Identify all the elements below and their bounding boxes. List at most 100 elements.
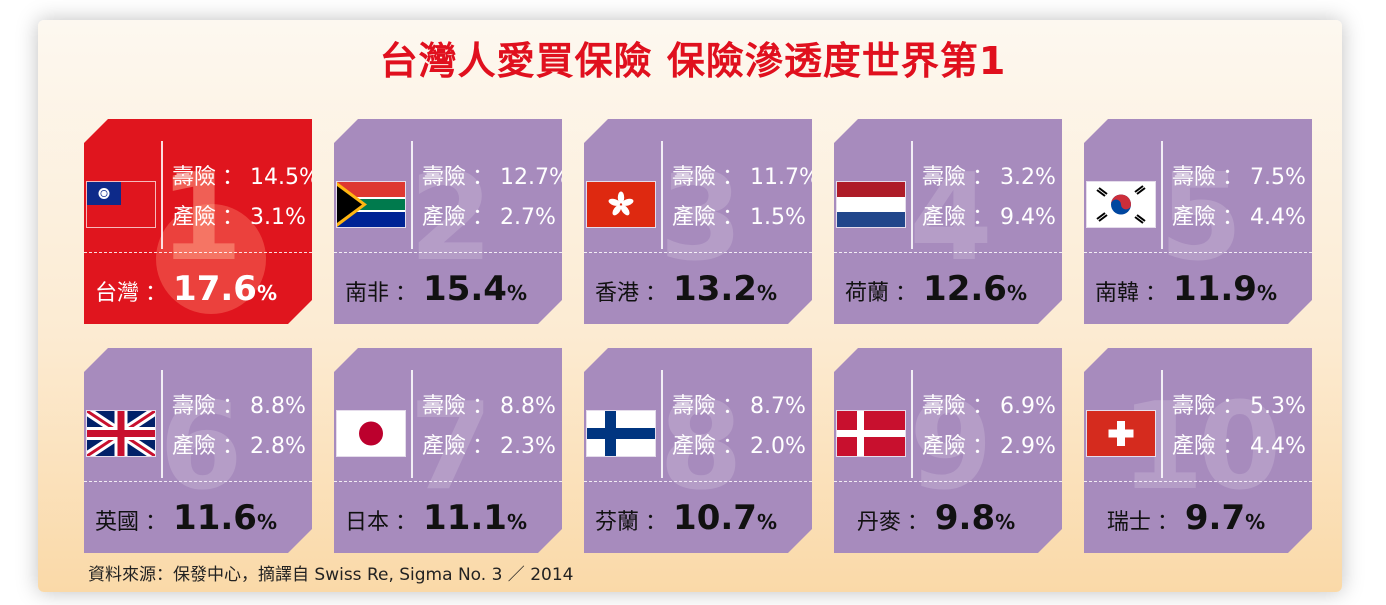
property-label: 產險 xyxy=(922,434,967,459)
divider-dashed xyxy=(834,481,1062,482)
percent-sign: % xyxy=(506,281,527,305)
property-insurance-line: 產險： 4.4% xyxy=(1172,199,1306,231)
life-insurance-line: 壽險： 8.8% xyxy=(172,388,306,420)
life-label: 壽險 xyxy=(422,394,467,419)
life-value: 7.5% xyxy=(1250,165,1306,190)
colon: ： xyxy=(722,205,745,230)
country-card: 1 壽險： 14.5% 產險： 3.1% 台灣： 17.6% xyxy=(84,119,312,324)
source-note: 資料來源：保發中心，摘譯自 Swiss Re, Sigma No. 3 ／ 20… xyxy=(88,565,574,585)
colon: ： xyxy=(472,394,495,419)
colon: ： xyxy=(722,165,745,190)
life-value: 8.8% xyxy=(500,394,556,419)
percent-sign: % xyxy=(995,510,1016,534)
total-line: 荷蘭： 12.6% xyxy=(834,269,1038,309)
total-line: 香港： 13.2% xyxy=(584,269,788,309)
colon: ： xyxy=(472,205,495,230)
life-label: 壽險 xyxy=(172,165,217,190)
total-line: 丹麥： 9.8% xyxy=(834,498,1038,538)
hong-kong-flag-icon xyxy=(586,181,656,228)
colon: ： xyxy=(972,434,995,459)
country-name: 荷蘭 xyxy=(845,281,890,306)
total-line: 南非： 15.4% xyxy=(334,269,538,309)
total-line: 芬蘭： 10.7% xyxy=(584,498,788,538)
life-value: 11.7% xyxy=(750,165,820,190)
colon: ： xyxy=(645,510,668,535)
divider-dashed xyxy=(1084,481,1312,482)
life-label: 壽險 xyxy=(922,394,967,419)
country-card: 9 壽險： 6.9% 產險： 2.9% 丹麥： 9.8% xyxy=(834,348,1062,553)
country-name: 南非 xyxy=(345,281,390,306)
life-label: 壽險 xyxy=(922,165,967,190)
total-line: 英國： 11.6% xyxy=(84,498,288,538)
total-line: 台灣： 17.6% xyxy=(84,269,288,309)
total-value: 15.4 xyxy=(423,269,507,309)
life-insurance-line: 壽險： 5.3% xyxy=(1172,388,1306,420)
colon: ： xyxy=(1145,281,1168,306)
life-insurance-line: 壽險： 3.2% xyxy=(922,159,1056,191)
property-label: 產險 xyxy=(422,434,467,459)
colon: ： xyxy=(1222,205,1245,230)
colon: ： xyxy=(1222,394,1245,419)
life-insurance-line: 壽險： 12.7% xyxy=(422,159,570,191)
life-value: 6.9% xyxy=(1000,394,1056,419)
country-card: 7 壽險： 8.8% 產險： 2.3% 日本： 11.1% xyxy=(334,348,562,553)
colon: ： xyxy=(222,205,245,230)
rank-number: 8 xyxy=(659,378,737,517)
life-insurance-line: 壽險： 14.5% xyxy=(172,159,320,191)
colon: ： xyxy=(1222,165,1245,190)
country-card: 8 壽險： 8.7% 產險： 2.0% 芬蘭： 10.7% xyxy=(584,348,812,553)
property-value: 2.7% xyxy=(500,205,556,230)
percent-sign: % xyxy=(756,281,777,305)
divider-dashed xyxy=(334,252,562,253)
colon: ： xyxy=(722,394,745,419)
total-line: 南韓： 11.9% xyxy=(1084,269,1288,309)
life-value: 8.8% xyxy=(250,394,306,419)
colon: ： xyxy=(222,165,245,190)
life-insurance-line: 壽險： 6.9% xyxy=(922,388,1056,420)
property-insurance-line: 產險： 2.9% xyxy=(922,428,1056,460)
page-title: 台灣人愛買保險 保險滲透度世界第1 xyxy=(379,39,1007,83)
life-insurance-line: 壽險： 8.8% xyxy=(422,388,556,420)
country-name: 南韓 xyxy=(1095,281,1140,306)
property-label: 產險 xyxy=(672,205,717,230)
divider-dashed xyxy=(1084,252,1312,253)
switzerland-flag-icon xyxy=(1086,410,1156,457)
property-value: 1.5% xyxy=(750,205,806,230)
country-name: 英國 xyxy=(95,510,140,535)
country-name: 芬蘭 xyxy=(595,510,640,535)
colon: ： xyxy=(472,165,495,190)
life-insurance-line: 壽險： 8.7% xyxy=(672,388,806,420)
total-value: 11.6 xyxy=(173,498,257,538)
property-insurance-line: 產險： 9.4% xyxy=(922,199,1056,231)
colon: ： xyxy=(395,281,418,306)
denmark-flag-icon xyxy=(836,410,906,457)
life-label: 壽險 xyxy=(1172,394,1217,419)
life-label: 壽險 xyxy=(672,394,717,419)
colon: ： xyxy=(222,434,245,459)
property-insurance-line: 產險： 2.8% xyxy=(172,428,306,460)
property-value: 2.3% xyxy=(500,434,556,459)
total-line: 日本： 11.1% xyxy=(334,498,538,538)
life-label: 壽險 xyxy=(422,165,467,190)
country-card: 6 壽險： 8.8% 產險： 2.8% 英國： 11.6% xyxy=(84,348,312,553)
uk-flag-icon xyxy=(86,410,156,457)
property-insurance-line: 產險： 3.1% xyxy=(172,199,306,231)
total-line: 瑞士： 9.7% xyxy=(1084,498,1288,538)
total-value: 11.9 xyxy=(1173,269,1257,309)
property-value: 9.4% xyxy=(1000,205,1056,230)
south-korea-flag-icon xyxy=(1086,181,1156,228)
rank-number: 3 xyxy=(659,149,737,288)
rank-number: 2 xyxy=(409,149,487,288)
country-card: 5 壽險： 7.5% 產險： 4.4% 南韓： 11.9% xyxy=(1084,119,1312,324)
colon: ： xyxy=(395,510,418,535)
total-value: 10.7 xyxy=(673,498,757,538)
total-value: 17.6 xyxy=(173,269,257,309)
rank-number: 5 xyxy=(1159,149,1237,288)
property-value: 4.4% xyxy=(1250,205,1306,230)
life-label: 壽險 xyxy=(172,394,217,419)
divider-vertical xyxy=(411,370,413,478)
property-label: 產險 xyxy=(922,205,967,230)
colon: ： xyxy=(972,205,995,230)
life-insurance-line: 壽險： 7.5% xyxy=(1172,159,1306,191)
country-card: 4 壽險： 3.2% 產險： 9.4% 荷蘭： 12.6% xyxy=(834,119,1062,324)
